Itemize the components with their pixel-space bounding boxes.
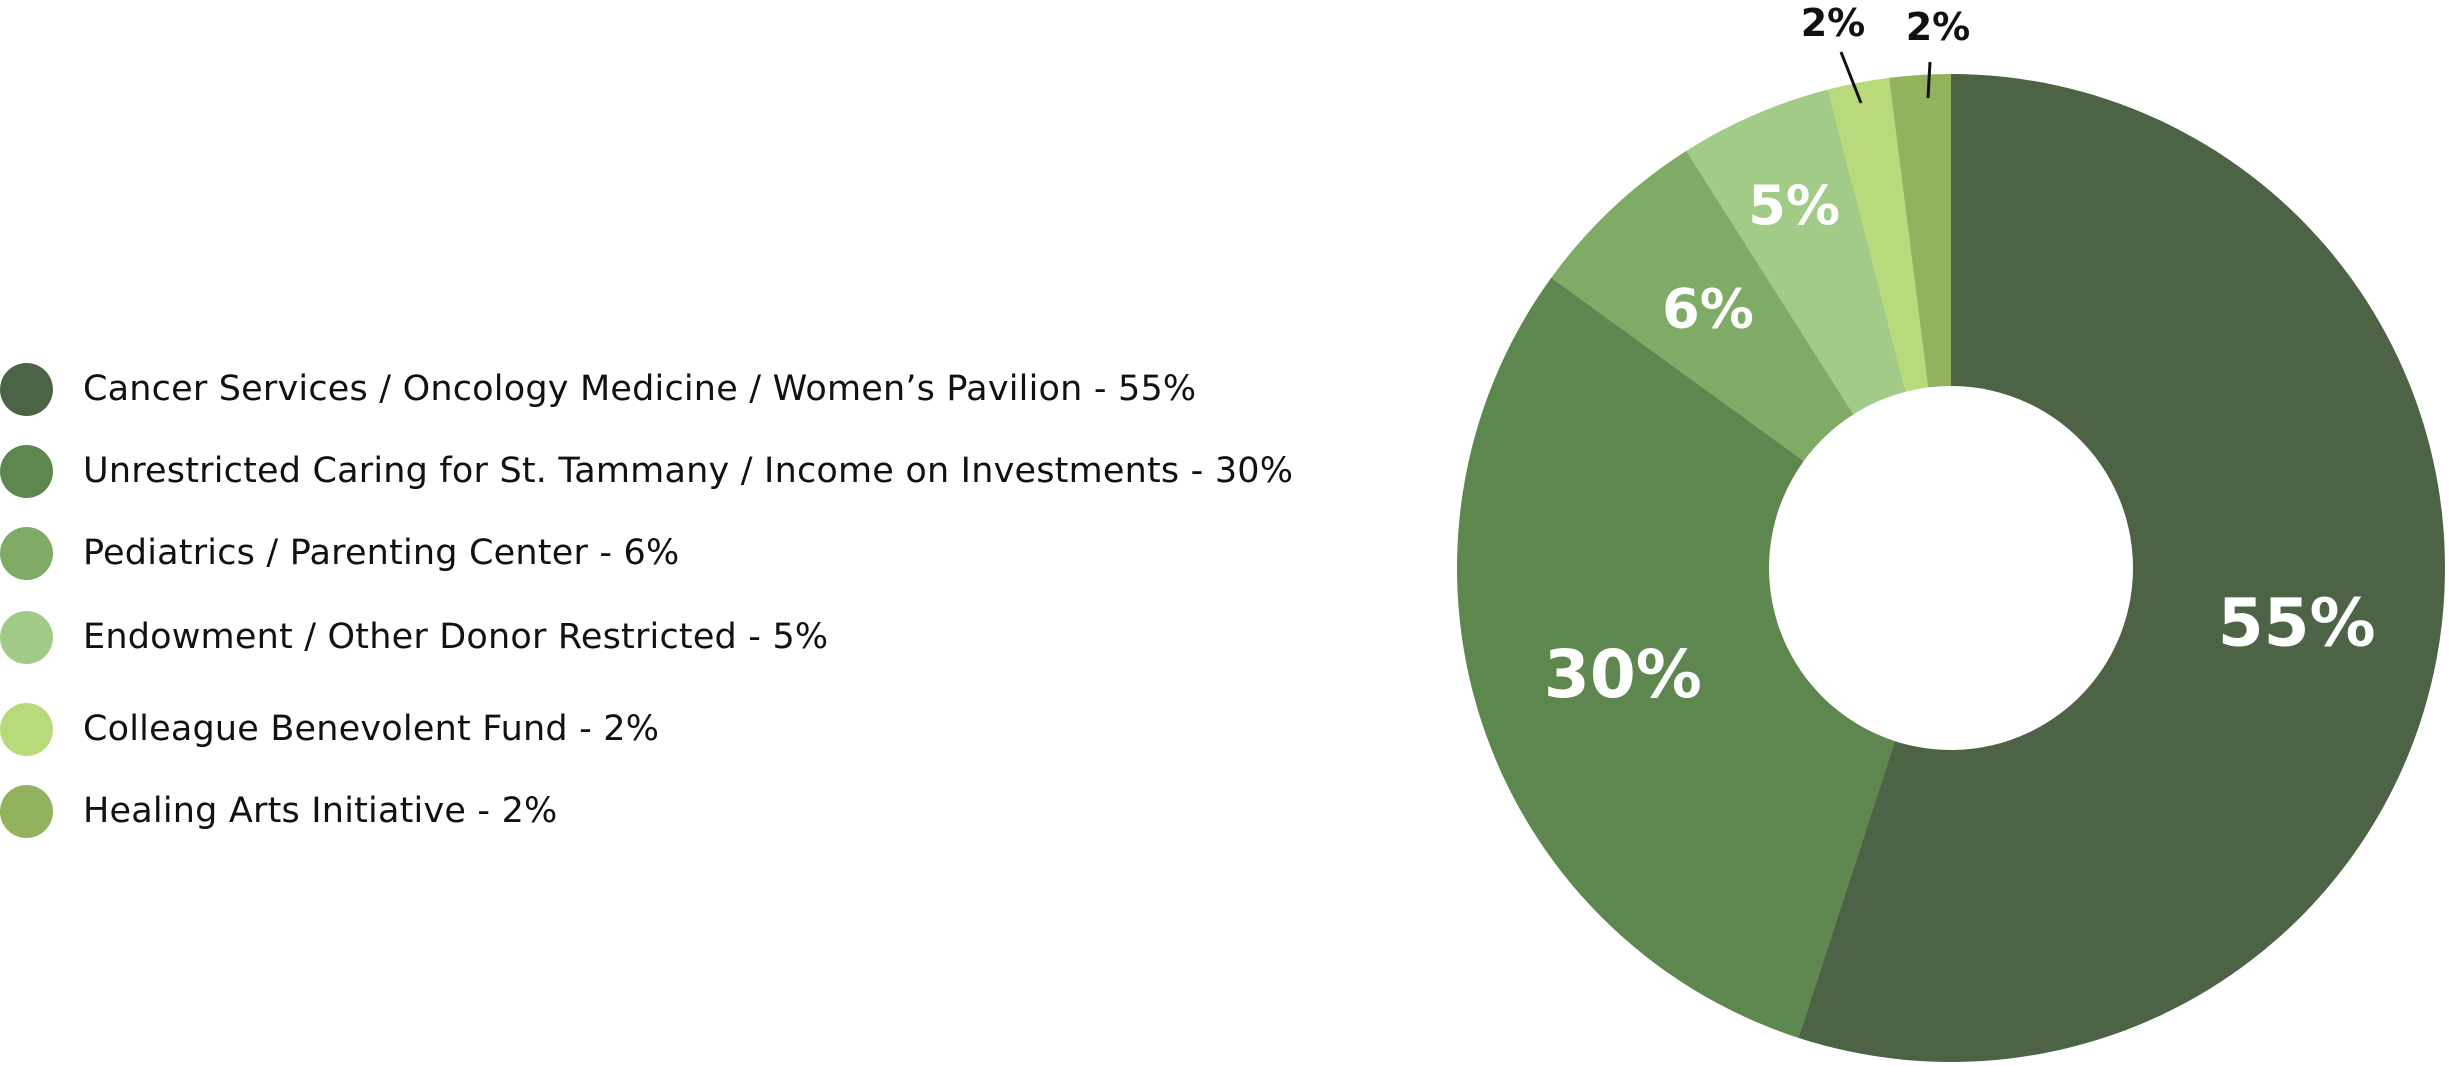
legend-item-pediatrics: Pediatrics / Parenting Center - 6% [0,523,679,583]
legend-item-endowment: Endowment / Other Donor Restricted - 5% [0,607,828,667]
legend-swatch-healing-arts [0,784,53,838]
legend-swatch-cancer-services [0,362,53,416]
legend-item-healing-arts: Healing Arts Initiative - 2% [0,781,558,841]
legend-label-healing-arts: Healing Arts Initiative - 2% [83,791,558,831]
legend-swatch-unrestricted [0,444,53,498]
legend-label-pediatrics: Pediatrics / Parenting Center - 6% [83,533,680,573]
legend-item-unrestricted: Unrestricted Caring for St. Tammany / In… [0,441,1293,501]
slice-healing-arts [1889,74,1951,388]
legend-label-colleague-fund: Colleague Benevolent Fund - 2% [83,709,660,749]
slice-colleague-fund [1828,77,1929,392]
slice-pediatrics [1551,150,1854,462]
legend-swatch-endowment [0,610,53,664]
chart-legend: Cancer Services / Oncology Medicine / Wo… [0,359,1293,841]
legend-swatch-colleague-fund [0,702,53,756]
legend-label-cancer-services: Cancer Services / Oncology Medicine / Wo… [83,369,1197,409]
legend-label-endowment: Endowment / Other Donor Restricted - 5% [83,617,829,657]
legend-swatch-pediatrics [0,526,53,580]
slice-label-colleague-fund: 2% [1801,1,1866,45]
slice-endowment [1686,89,1906,415]
legend-item-cancer-services: Cancer Services / Oncology Medicine / Wo… [0,359,1196,419]
legend-item-colleague-fund: Colleague Benevolent Fund - 2% [0,699,659,759]
legend-label-unrestricted: Unrestricted Caring for St. Tammany / In… [83,451,1294,491]
slice-unrestricted [1457,277,1895,1038]
slice-cancer-services [1798,74,2445,1062]
slice-label-healing-arts: 2% [1906,5,1971,49]
